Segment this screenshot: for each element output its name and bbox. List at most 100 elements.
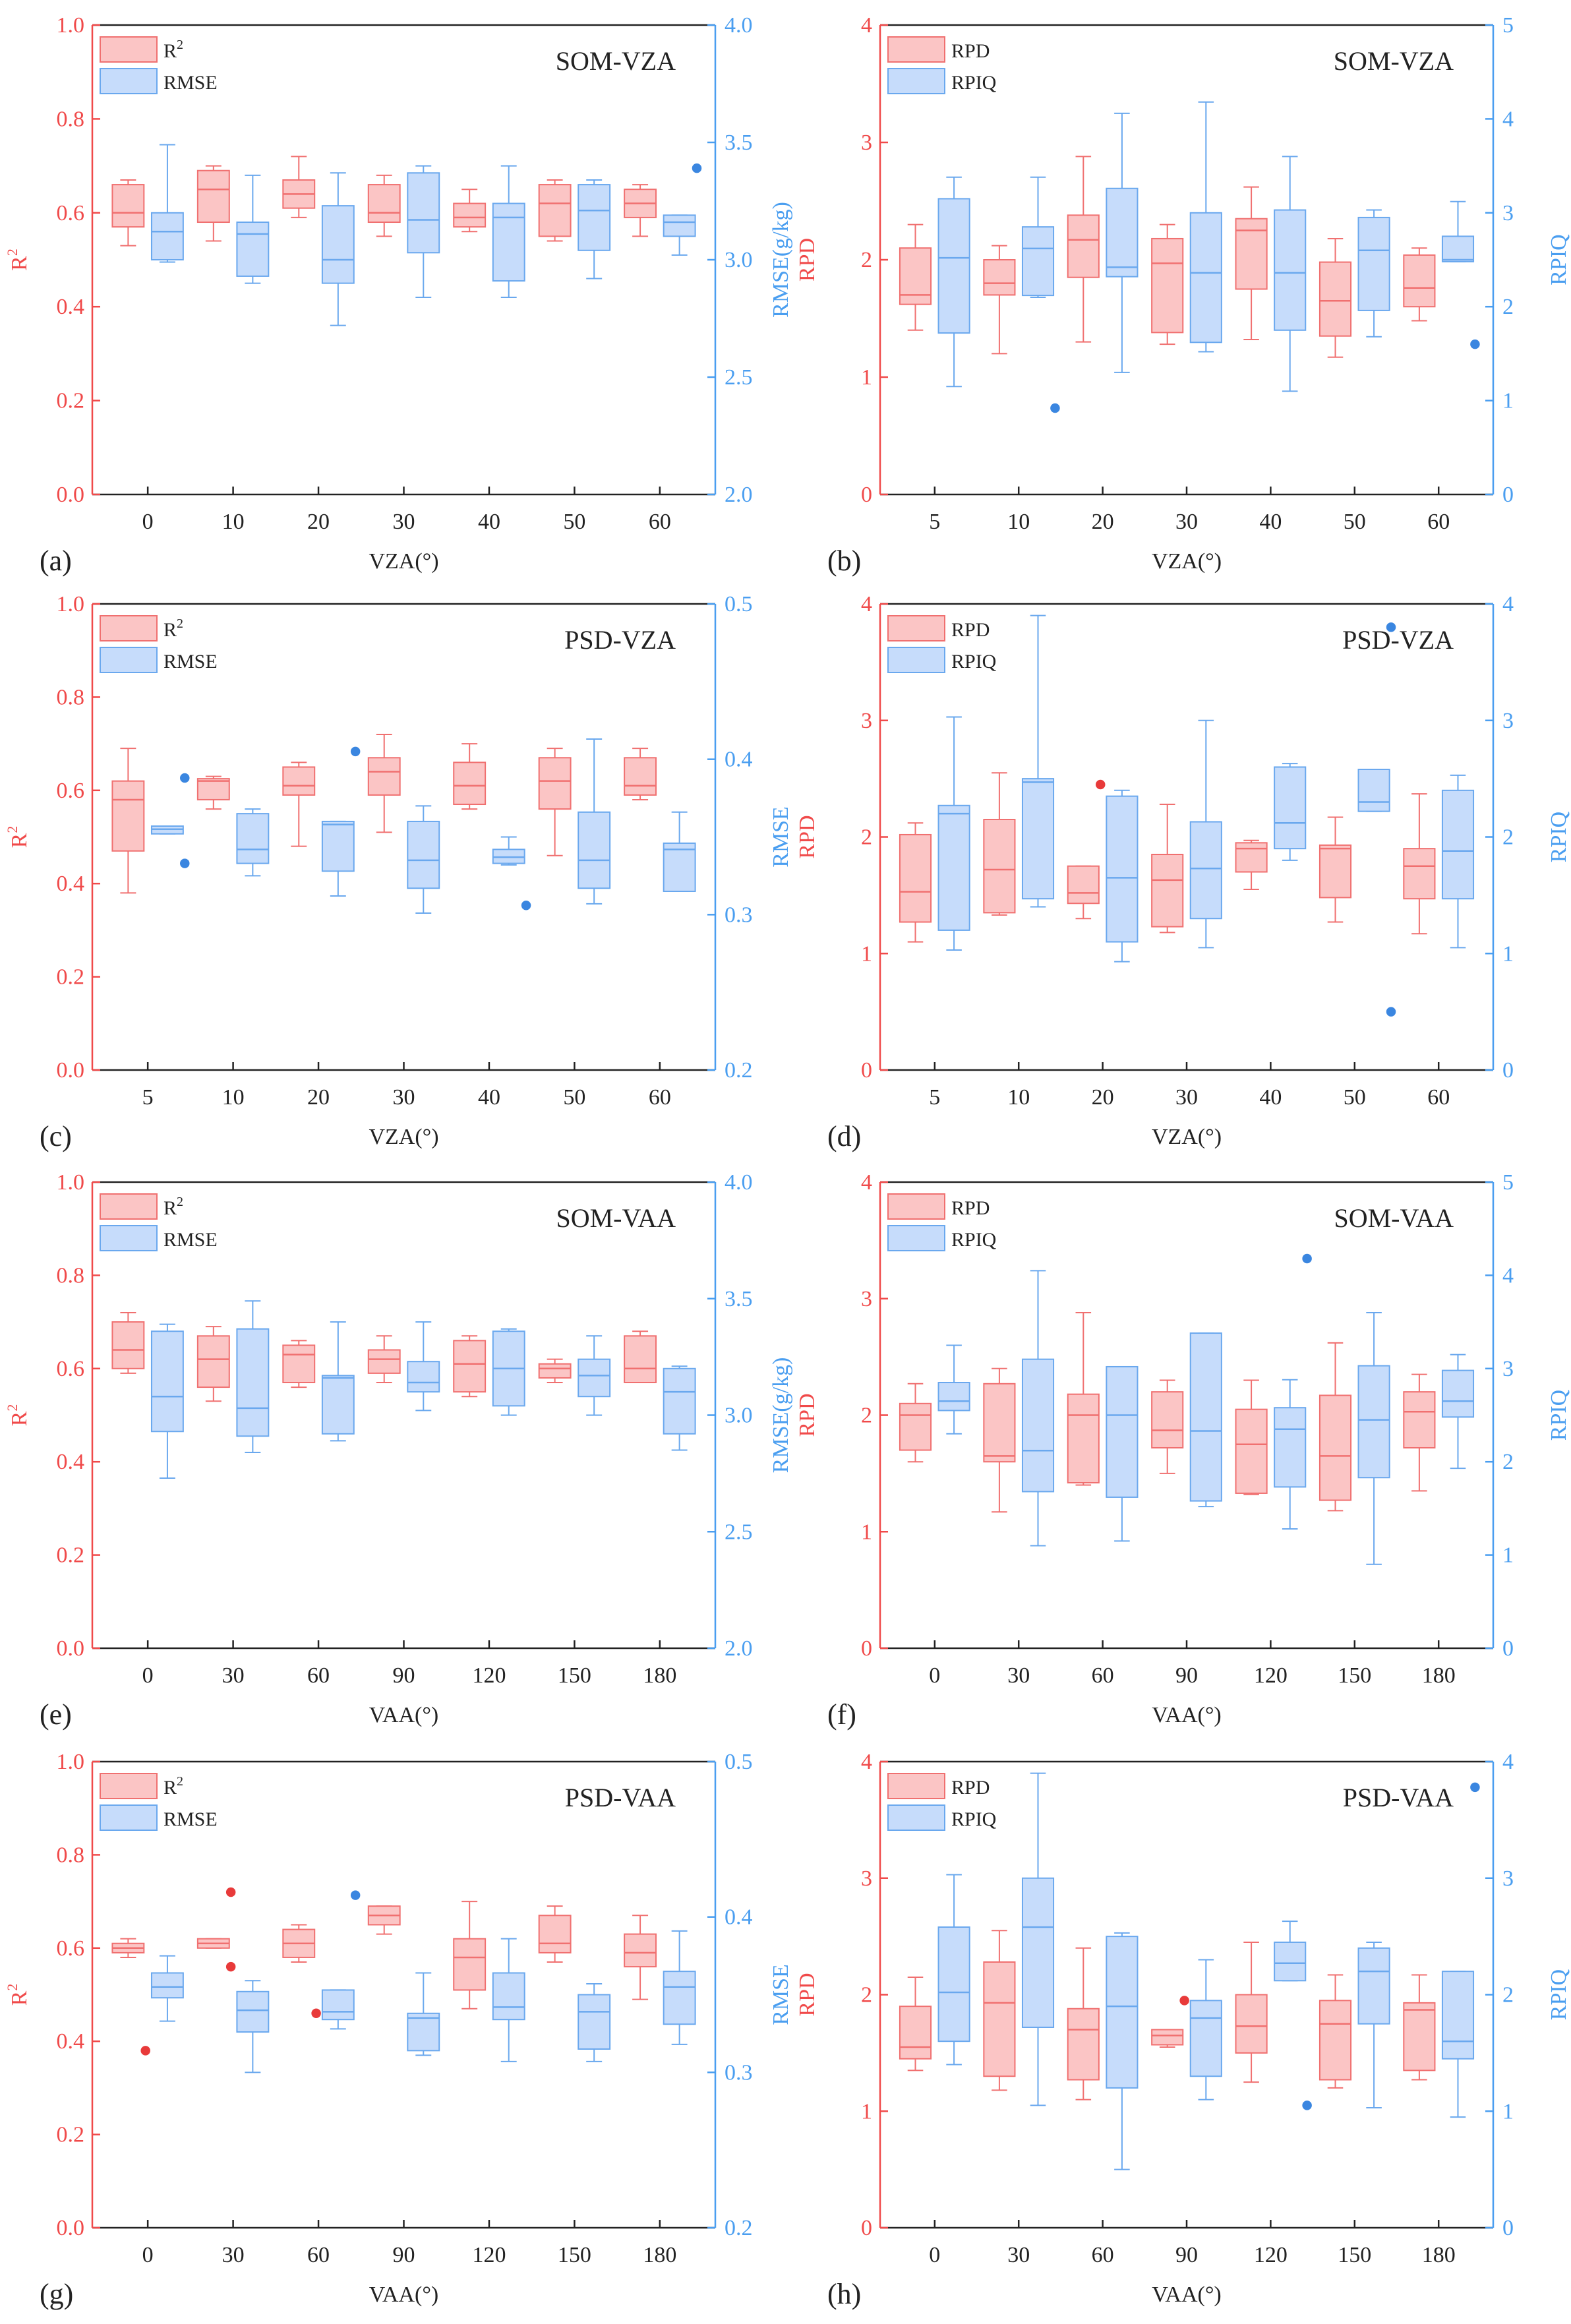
box-rpd-90 xyxy=(1151,1379,1184,1474)
box-iqr xyxy=(899,247,932,305)
left-tick-label: 4 xyxy=(861,1750,872,1774)
left-tick-label: 1 xyxy=(861,2099,872,2124)
box-iqr xyxy=(1357,768,1390,812)
box-iqr xyxy=(1403,848,1436,900)
right-tick-label: 1 xyxy=(1502,389,1514,413)
box-rmse-40 xyxy=(492,836,532,911)
box-iqr xyxy=(1235,842,1268,873)
box-iqr xyxy=(624,1933,657,1968)
legend-label-main: RPIQ xyxy=(951,1229,997,1251)
box-r2-180 xyxy=(624,1330,657,1384)
box-iqr xyxy=(899,833,932,923)
x-tick-label: 30 xyxy=(222,2243,245,2267)
box-rmse-10 xyxy=(236,808,270,877)
box-iqr xyxy=(578,184,611,251)
outlier-point xyxy=(1385,1005,1397,1018)
outlier-point xyxy=(1178,1994,1191,2007)
box-iqr xyxy=(1067,1393,1100,1484)
box-rpiq-10 xyxy=(1021,176,1061,414)
box-iqr xyxy=(663,1971,696,2025)
x-tick-label: 10 xyxy=(1007,1085,1030,1110)
x-tick-label: 30 xyxy=(1007,2243,1030,2267)
legend-label: RMSE xyxy=(163,651,218,672)
left-axis-title-sup: 2 xyxy=(4,1404,20,1412)
right-tick-label: 0.2 xyxy=(725,2216,753,2240)
x-tick-label: 20 xyxy=(307,510,330,534)
left-tick-label: 0 xyxy=(861,483,872,507)
left-tick-label: 0.8 xyxy=(57,1843,85,1867)
legend-label: RPIQ xyxy=(951,1808,997,1830)
panel-label: (f) xyxy=(827,1698,856,1731)
panel-label: (e) xyxy=(40,1698,72,1731)
box-rpd-120 xyxy=(1235,1379,1268,1495)
box-rpiq-30 xyxy=(1189,101,1222,353)
box-iqr xyxy=(1235,1408,1268,1494)
right-tick-label: 2 xyxy=(1502,1983,1514,2008)
left-tick-label: 0.2 xyxy=(57,2123,85,2147)
outlier-point xyxy=(1469,1781,1481,1793)
x-tick-label: 30 xyxy=(1175,510,1198,534)
right-tick-label: 2.0 xyxy=(725,1636,753,1661)
box-r2-50 xyxy=(538,179,572,242)
right-tick-label: 0.3 xyxy=(725,2060,753,2085)
box-iqr xyxy=(196,1335,230,1388)
box-rpd-0 xyxy=(899,1383,932,1463)
x-tick-label: 0 xyxy=(142,2243,154,2267)
box-iqr xyxy=(538,1915,572,1953)
right-axis-title: RMSE xyxy=(769,806,793,868)
box-iqr xyxy=(1021,778,1055,900)
x-tick-label: 40 xyxy=(478,1085,500,1110)
chart-panel-f: 0 1 2 3 4 0 1 2 3 4 5 0 30 60 90 120 150 180 VAA(°) (f) RPD R… xyxy=(795,1170,1571,1731)
box-iqr xyxy=(367,1349,401,1374)
x-tick-label: 90 xyxy=(393,2243,415,2267)
legend-swatch xyxy=(887,615,945,641)
panel-label: (b) xyxy=(827,545,861,577)
box-iqr xyxy=(407,172,440,254)
left-tick-label: 0.6 xyxy=(57,201,85,225)
box-rpd-50 xyxy=(1319,237,1352,358)
box-rpd-50 xyxy=(1319,816,1352,923)
box-r2-20 xyxy=(282,156,316,218)
box-iqr xyxy=(150,1330,184,1433)
outlier-point xyxy=(349,1889,361,1901)
box-iqr xyxy=(538,757,572,810)
right-tick-label: 4 xyxy=(1502,1263,1514,1288)
x-tick-label: 90 xyxy=(1175,2243,1198,2267)
legend-label-main: RMSE xyxy=(163,72,218,94)
left-tick-label: 0.0 xyxy=(57,1636,85,1661)
outlier-point xyxy=(1049,402,1061,414)
box-r2-0 xyxy=(111,1311,145,1374)
left-tick-label: 0.8 xyxy=(57,685,85,709)
box-rpiq-120 xyxy=(1274,1253,1313,1530)
box-iqr xyxy=(407,1361,440,1393)
box-r2-40 xyxy=(453,743,487,810)
x-tick-label: 30 xyxy=(393,1085,415,1110)
left-axis-title-sup: 2 xyxy=(4,826,20,833)
box-rpiq-30 xyxy=(1021,1772,1055,2106)
box-r2-180 xyxy=(624,1915,657,2000)
box-iqr xyxy=(578,811,611,889)
x-tick-label: 90 xyxy=(1175,1663,1198,1688)
x-tick-label: 120 xyxy=(1254,1663,1288,1688)
box-iqr xyxy=(663,1367,696,1435)
x-tick-label: 30 xyxy=(222,1663,245,1688)
box-iqr xyxy=(1189,2000,1222,2077)
box-rpiq-20 xyxy=(1106,789,1139,963)
left-tick-label: 0.0 xyxy=(57,1058,85,1083)
box-iqr xyxy=(453,202,487,228)
box-rmse-40 xyxy=(492,165,525,298)
box-r2-90 xyxy=(367,1335,401,1384)
box-rmse-180 xyxy=(663,1365,696,1451)
x-tick-label: 60 xyxy=(1427,510,1450,534)
left-tick-label: 3 xyxy=(861,131,872,155)
box-rpd-10 xyxy=(983,772,1016,916)
box-rpd-30 xyxy=(983,1930,1016,2091)
left-tick-label: 0.2 xyxy=(57,1543,85,1568)
left-tick-label: 4 xyxy=(861,13,872,38)
right-tick-label: 0 xyxy=(1502,1058,1514,1083)
box-rpd-40 xyxy=(1235,839,1268,891)
box-r2-150 xyxy=(538,1358,572,1384)
legend-label: RPIQ xyxy=(951,72,997,94)
box-iqr xyxy=(367,757,401,796)
x-tick-label: 50 xyxy=(563,510,585,534)
